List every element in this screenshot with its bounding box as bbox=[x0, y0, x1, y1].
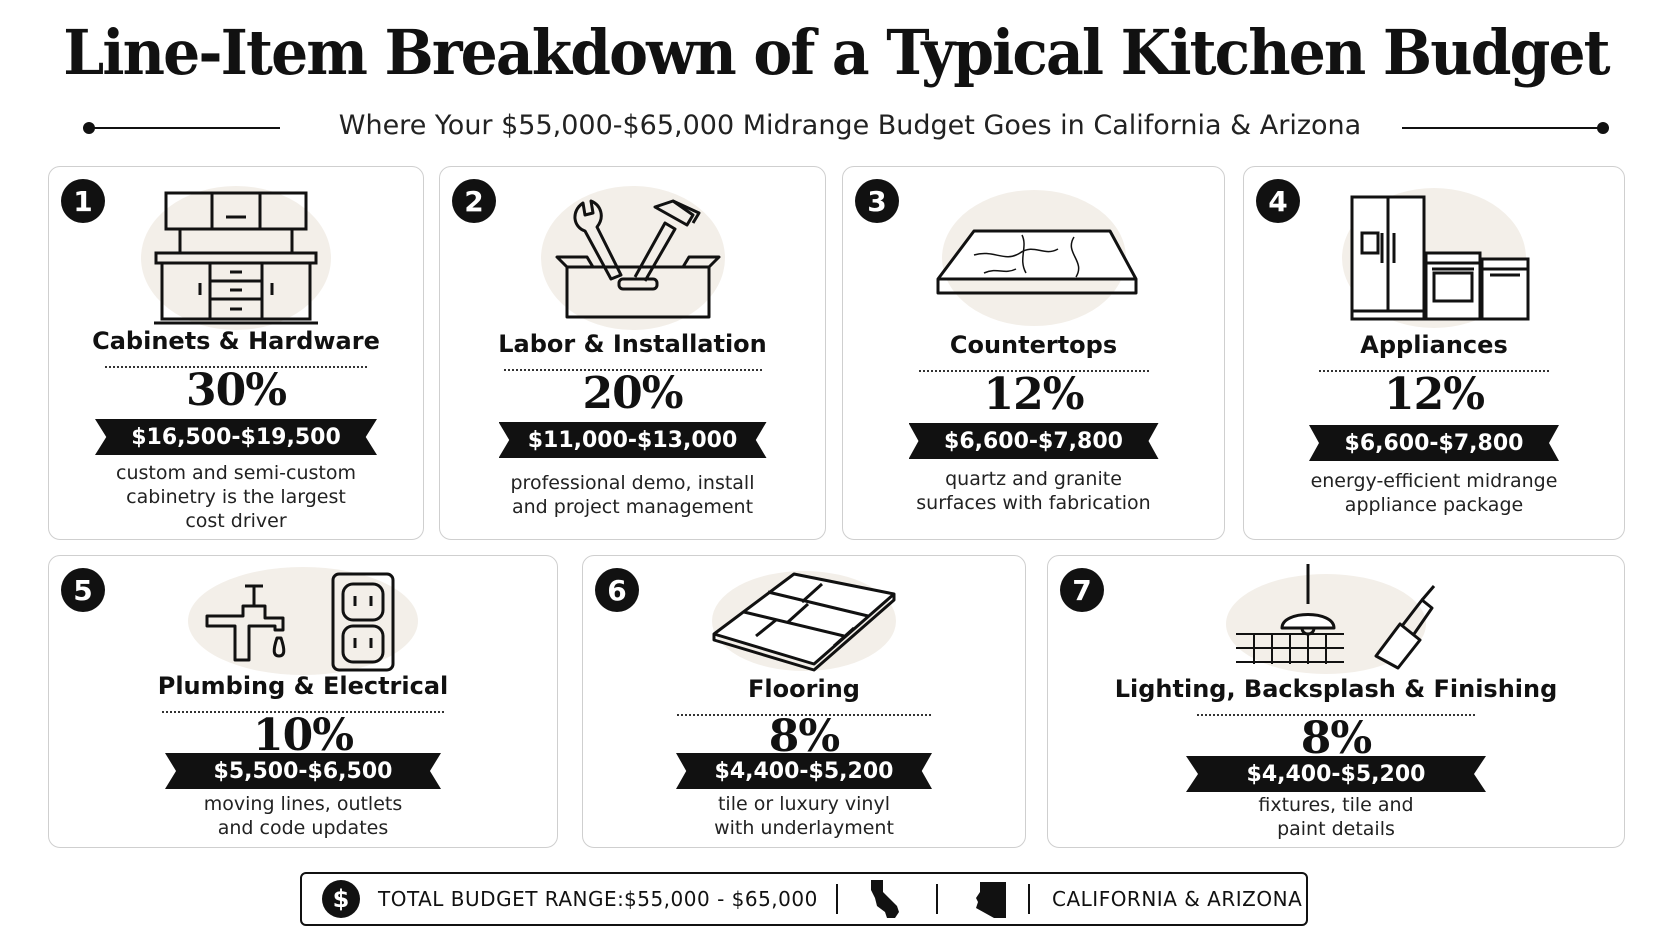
percent-value: 10% bbox=[252, 710, 354, 761]
percent-value: 20% bbox=[582, 368, 683, 419]
total-budget-value: $55,000 - $65,000 bbox=[624, 887, 818, 911]
category-description: moving lines, outlets and code updates bbox=[203, 793, 403, 839]
percent-value: 12% bbox=[1383, 369, 1485, 420]
appliances-icon bbox=[1244, 183, 1624, 343]
divider-dot-right bbox=[1597, 122, 1609, 134]
floor-planks-icon bbox=[583, 566, 1025, 726]
category-name: Cabinets & Hardware bbox=[92, 327, 380, 355]
percent-value: 8% bbox=[1300, 713, 1372, 764]
category-name: Labor & Installation bbox=[498, 330, 767, 358]
cost-range-ribbon: $6,600-$7,800 bbox=[908, 423, 1159, 459]
percent-value: 12% bbox=[983, 369, 1084, 420]
budget-card-lighting-finishing: 7 Lighting, Backsplash & Finishing bbox=[1047, 555, 1625, 848]
dotted-divider bbox=[503, 369, 762, 371]
page-subtitle: Where Your $55,000-$65,000 Midrange Budg… bbox=[338, 110, 1362, 141]
pendant-brush-icon bbox=[1048, 564, 1624, 724]
states-label: CALIFORNIA & ARIZONA bbox=[1052, 887, 1303, 911]
divider-line-right bbox=[1402, 127, 1602, 129]
category-description: custom and semi-custom cabinetry is the … bbox=[116, 462, 356, 532]
cost-range-ribbon: $11,000-$13,000 bbox=[498, 422, 767, 458]
cabinets-icon bbox=[49, 183, 423, 343]
total-budget-label: TOTAL BUDGET RANGE: bbox=[378, 887, 625, 911]
cost-range-ribbon: $6,600-$7,800 bbox=[1309, 425, 1559, 461]
category-description: tile or luxury vinyl with underlayment bbox=[714, 793, 894, 839]
dollar-icon: $ bbox=[322, 880, 360, 918]
dotted-divider bbox=[105, 366, 367, 368]
item-number-badge: 1 bbox=[61, 179, 105, 223]
category-description: quartz and granite surfaces with fabrica… bbox=[916, 468, 1151, 514]
item-number-badge: 2 bbox=[452, 179, 496, 223]
category-description: fixtures, tile and paint details bbox=[1258, 794, 1414, 840]
category-name: Countertops bbox=[949, 331, 1118, 359]
total-budget-bar: $ TOTAL BUDGET RANGE: $55,000 - $65,000 … bbox=[300, 872, 1308, 926]
item-number-badge: 6 bbox=[595, 568, 639, 612]
cost-range-ribbon: $4,400-$5,200 bbox=[1186, 756, 1486, 792]
budget-card-plumbing-electrical: 5 Plumbing & Electrical 10% $5,500-$6,50… bbox=[48, 555, 558, 848]
category-description: energy-efficient midrange appliance pack… bbox=[1310, 470, 1558, 516]
category-name: Plumbing & Electrical bbox=[157, 672, 449, 700]
percent-value: 30% bbox=[185, 365, 287, 416]
divider-line-left bbox=[90, 127, 280, 129]
category-name: Appliances bbox=[1360, 331, 1508, 359]
arizona-map-icon bbox=[976, 882, 1006, 918]
dotted-divider bbox=[1319, 370, 1549, 372]
footer-separator bbox=[1028, 884, 1030, 914]
category-description: professional demo, install and project m… bbox=[510, 472, 755, 518]
budget-card-cabinets: 1 Cabinets & Hardware 30% $16,500-$19,50… bbox=[48, 166, 424, 540]
dotted-divider bbox=[677, 714, 931, 716]
cost-range-ribbon: $4,400-$5,200 bbox=[676, 753, 932, 789]
item-number-badge: 3 bbox=[855, 179, 899, 223]
budget-card-labor: 2 Labor & Installation 20% $11,000-$13,0… bbox=[439, 166, 826, 540]
category-name: Flooring bbox=[748, 675, 860, 703]
item-number-badge: 7 bbox=[1060, 568, 1104, 612]
budget-card-flooring: 6 Flooring 8% $4,400-$5,200 tile or luxu… bbox=[582, 555, 1026, 848]
footer-separator bbox=[936, 884, 938, 914]
divider-dot-left bbox=[83, 122, 95, 134]
dotted-divider bbox=[918, 370, 1149, 372]
footer-separator bbox=[836, 884, 838, 914]
countertop-slab-icon bbox=[843, 183, 1224, 343]
faucet-outlet-icon bbox=[49, 566, 557, 726]
subtitle-row: Where Your $55,000-$65,000 Midrange Budg… bbox=[0, 108, 1672, 148]
page-title: Line-Item Breakdown of a Typical Kitchen… bbox=[63, 16, 1610, 89]
item-number-badge: 5 bbox=[61, 568, 105, 612]
cost-range-ribbon: $16,500-$19,500 bbox=[95, 419, 377, 455]
item-number-badge: 4 bbox=[1256, 179, 1300, 223]
budget-card-countertops: 3 Countertops 12% $6,600-$7,800 quartz a… bbox=[842, 166, 1225, 540]
dotted-divider bbox=[1197, 714, 1475, 716]
toolbox-icon bbox=[440, 183, 825, 343]
california-map-icon bbox=[871, 880, 899, 918]
cost-range-ribbon: $5,500-$6,500 bbox=[165, 753, 441, 789]
category-name: Lighting, Backsplash & Finishing bbox=[1114, 675, 1558, 703]
dotted-divider bbox=[162, 711, 444, 713]
budget-card-appliances: 4 Appliances 12% $6,600-$7,800 energy-ef… bbox=[1243, 166, 1625, 540]
